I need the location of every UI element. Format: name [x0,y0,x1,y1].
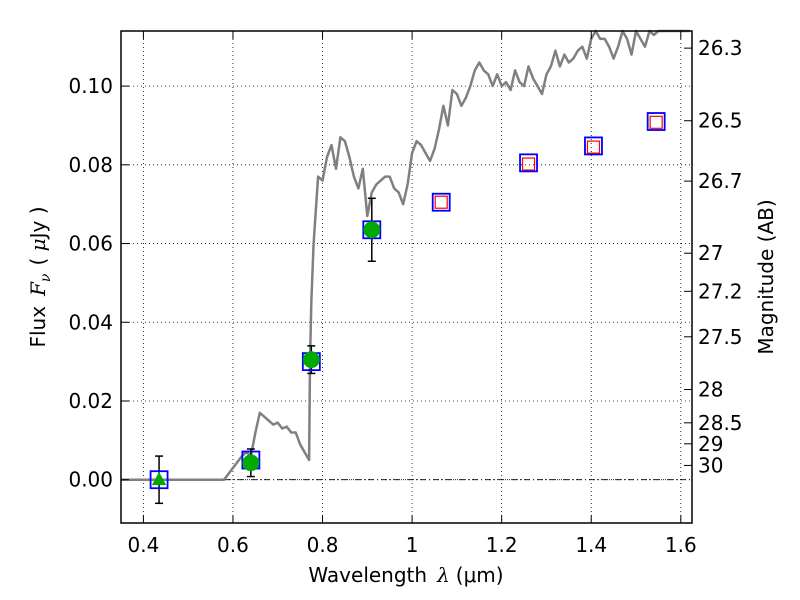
tick-marks [121,31,692,523]
x-axis-title: Wavelength λ (μm) [308,563,503,587]
template-spectrum-line [121,29,690,481]
y-axis-title-unit-open: ( [26,251,50,265]
x-tick-label: 1.6 [665,533,697,557]
y-axis-title-symbol: F [26,281,50,297]
model-photometry-box [519,153,538,173]
tick-labels: 0.4 0.6 0.8 1 1.2 1.4 1.6 0.00 0.02 0.04 0.06 0.08 0… [68,36,742,557]
x-tick-label: 0.4 [127,533,159,557]
upper-limit-box [649,115,663,129]
y-axis-title-subscript: ν [38,273,54,282]
x-tick-label: 1.2 [486,533,518,557]
magnitude-tick-label: 30 [698,453,723,477]
detection-point [302,351,320,369]
y-tick-label: 0.08 [68,153,113,177]
upper-limit-box [521,157,536,171]
magnitude-tick-label: 27.5 [698,325,743,349]
y-axis-title-unit-rest: Jy ) [26,206,50,240]
y-tick-label: 0.04 [68,310,113,334]
model-photometry-box [431,192,451,212]
x-axis-title-prefix: Wavelength [308,563,427,587]
y-tick-label: 0.10 [68,74,113,98]
model-photometry-box [362,220,382,240]
x-tick-label: 0.6 [217,533,249,557]
x-tick-label: 1 [406,533,419,557]
data-marks [149,112,666,505]
magnitude-tick-label: 27 [698,241,723,265]
model-photometry-box [149,470,169,490]
upper-limit-box [586,140,601,154]
x-tick-label: 0.8 [307,533,339,557]
magnitude-axis-title: Magnitude (AB) [754,199,778,354]
y-tick-label: 0.06 [68,232,113,256]
magnitude-tick-label: 28 [698,378,723,402]
detection-point [363,221,381,239]
x-axis-title-symbol: λ [436,563,450,587]
nondetection-marker [151,471,167,486]
magnitude-tick-label: 26.5 [698,109,743,133]
y-axis-title-unit-mu: μ [26,238,50,251]
y-axis-title: Flux Fν ( μJy ) [26,206,54,347]
magnitude-tick-label: 29 [698,432,723,456]
detection-point [242,454,260,472]
y-tick-label: 0.02 [68,389,113,413]
model-photometry-box [584,136,603,156]
plot-frame [120,30,693,524]
model-photometry-box [646,112,666,131]
upper-limit-box [434,195,448,209]
y-tick-label: 0.00 [68,468,113,492]
magnitude-tick-label: 27.2 [698,279,743,303]
x-tick-label: 1.4 [575,533,607,557]
y-axis-title-prefix: Flux [26,306,50,348]
magnitude-tick-label: 28.5 [698,411,743,435]
magnitude-tick-label: 26.3 [698,36,743,60]
x-axis-title-unit: (μm) [456,563,504,587]
magnitude-tick-label: 26.7 [698,169,743,193]
